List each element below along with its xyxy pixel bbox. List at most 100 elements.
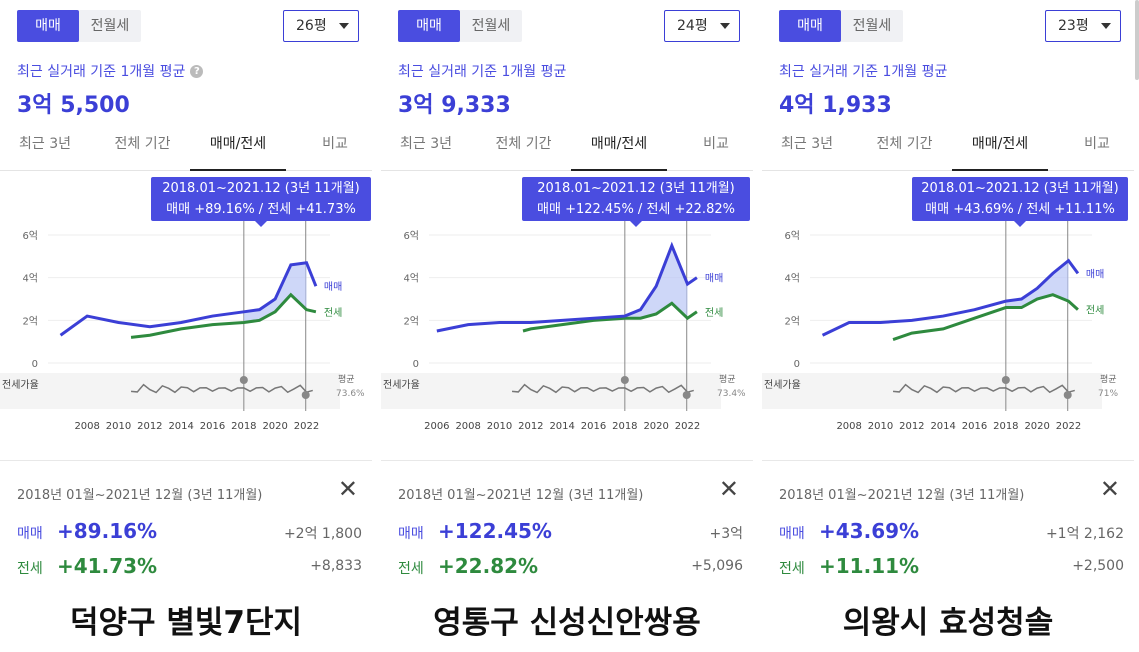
x-tick-label: 2016	[200, 421, 225, 432]
apartment-panel-3: 매매 전월세 23평 최근 실거래 기준 1개월 평균 4억 1,933 최근 …	[762, 0, 1134, 652]
avg-value: 73.6%	[336, 389, 365, 399]
jeonse-series-line	[130, 292, 317, 339]
close-icon[interactable]: ✕	[337, 475, 358, 503]
jeonse-percent: +11.11%	[819, 554, 920, 578]
x-tick-label: 2018	[612, 421, 637, 432]
apartment-caption: 의왕시 효성청솔	[842, 605, 1054, 641]
jeonse-amount: +8,833	[310, 558, 362, 574]
range-detail: 2018년 01월~2021년 12월 (3년 11개월) ✕ 매매 +89.1…	[0, 460, 372, 583]
x-tick-label: 2020	[643, 421, 668, 432]
period-tabs: 최근 3년 전체 기간 매매/전세 비교	[762, 126, 1134, 171]
jeonse-series-line	[892, 293, 1079, 341]
sale-amount: +1억 2,162	[1045, 526, 1124, 542]
sale-series-line	[59, 261, 318, 337]
gap-area	[624, 245, 688, 319]
ratio-label: 전세가율	[383, 379, 420, 391]
tab-recent-3y[interactable]: 최근 3년	[400, 136, 452, 152]
x-tick-label: 2014	[168, 421, 193, 432]
ratio-band	[381, 373, 721, 409]
size-select[interactable]: 23평	[1045, 10, 1121, 42]
x-tick-label: 2008	[455, 421, 480, 432]
tooltip-range: 2018.01~2021.12 (3년 11개월)	[537, 181, 735, 196]
help-icon[interactable]: ?	[190, 64, 204, 78]
scrollbar[interactable]	[1135, 0, 1139, 80]
average-price: 3억 5,500	[17, 93, 130, 118]
ratio-series-line	[130, 383, 313, 394]
x-tick-label: 2020	[1024, 421, 1049, 432]
y-tick-label: 4억	[22, 273, 38, 285]
sale-change-row: 매매 +122.45% +3억	[398, 519, 743, 545]
jeonse-amount: +2,500	[1072, 558, 1124, 574]
range-tooltip: 2018.01~2021.12 (3년 11개월) 매매 +122.45% / …	[522, 177, 750, 227]
toggle-rent[interactable]: 전월세	[90, 18, 130, 34]
tab-all-period[interactable]: 전체 기간	[495, 136, 552, 152]
toggle-sale[interactable]: 매매	[779, 10, 841, 42]
jeonse-amount: +5,096	[691, 558, 743, 574]
x-tick-label: 2022	[1056, 421, 1081, 432]
toggle-sale[interactable]: 매매	[398, 10, 460, 42]
ratio-start-marker	[239, 376, 248, 384]
y-tick-label: 0	[413, 359, 419, 370]
tab-sale-jeonse[interactable]: 매매/전세	[190, 126, 286, 171]
avg-value: 73.4%	[717, 389, 746, 399]
toggle-rent[interactable]: 전월세	[852, 18, 892, 34]
tab-compare[interactable]: 비교	[1084, 136, 1110, 152]
range-detail: 2018년 01월~2021년 12월 (3년 11개월) ✕ 매매 +43.6…	[762, 460, 1134, 583]
sale-series-label: 매매	[1086, 268, 1104, 280]
x-tick-label: 2012	[518, 421, 543, 432]
tooltip-change: 매매 +43.69% / 전세 +11.11%	[925, 202, 1115, 217]
sale-series-label: 매매	[705, 273, 723, 285]
close-icon[interactable]: ✕	[1099, 475, 1120, 503]
size-select[interactable]: 24평	[664, 10, 740, 42]
sale-label: 매매	[779, 526, 805, 542]
tab-compare[interactable]: 비교	[322, 136, 348, 152]
jeonse-series-label: 전세	[1086, 305, 1104, 317]
tab-compare[interactable]: 비교	[703, 136, 729, 152]
sale-change-row: 매매 +43.69% +1억 2,162	[779, 519, 1124, 545]
ratio-end-marker	[682, 391, 691, 399]
sale-percent: +122.45%	[438, 519, 552, 543]
y-tick-label: 0	[794, 359, 800, 370]
subtitle-text: 최근 실거래 기준 1개월 평균	[398, 64, 567, 80]
size-value: 23평	[1058, 18, 1089, 34]
ratio-label: 전세가율	[764, 379, 801, 391]
avg-label: 평균	[338, 374, 355, 385]
x-tick-label: 2022	[294, 421, 319, 432]
x-tick-label: 2018	[231, 421, 256, 432]
toggle-sale[interactable]: 매매	[17, 10, 79, 42]
period-tabs: 최근 3년 전체 기간 매매/전세 비교	[0, 126, 372, 171]
tab-sale-jeonse[interactable]: 매매/전세	[952, 126, 1048, 171]
ratio-series-line	[892, 383, 1075, 394]
subtitle-text: 최근 실거래 기준 1개월 평균	[17, 64, 186, 80]
tooltip-range: 2018.01~2021.12 (3년 11개월)	[162, 181, 360, 196]
tab-recent-3y[interactable]: 최근 3년	[19, 136, 71, 152]
detail-range: 2018년 01월~2021년 12월 (3년 11개월)	[398, 488, 644, 503]
sale-series-line	[821, 258, 1080, 337]
close-icon[interactable]: ✕	[718, 475, 739, 503]
y-tick-label: 6억	[22, 230, 38, 242]
toggle-rent[interactable]: 전월세	[471, 18, 511, 34]
x-tick-label: 2018	[993, 421, 1018, 432]
sale-label: 매매	[398, 526, 424, 542]
average-price: 3억 9,333	[398, 93, 511, 118]
y-tick-label: 0	[32, 359, 38, 370]
tab-sale-jeonse[interactable]: 매매/전세	[571, 126, 667, 171]
tab-all-period[interactable]: 전체 기간	[114, 136, 171, 152]
size-value: 24평	[677, 18, 708, 34]
tab-recent-3y[interactable]: 최근 3년	[781, 136, 833, 152]
ratio-label: 전세가율	[2, 379, 39, 391]
size-select[interactable]: 26평	[283, 10, 359, 42]
x-tick-label: 2014	[930, 421, 955, 432]
detail-range: 2018년 01월~2021년 12월 (3년 11개월)	[17, 488, 263, 503]
ratio-band	[762, 373, 1102, 409]
tooltip-change: 매매 +122.45% / 전세 +22.82%	[537, 202, 735, 217]
subtitle-text: 최근 실거래 기준 1개월 평균	[779, 64, 948, 80]
caret-down-icon	[720, 23, 730, 29]
x-tick-label: 2016	[581, 421, 606, 432]
tab-all-period[interactable]: 전체 기간	[876, 136, 933, 152]
apartment-caption: 덕양구 별빛7단지	[69, 605, 302, 641]
tooltip-change: 매매 +89.16% / 전세 +41.73%	[166, 202, 356, 217]
